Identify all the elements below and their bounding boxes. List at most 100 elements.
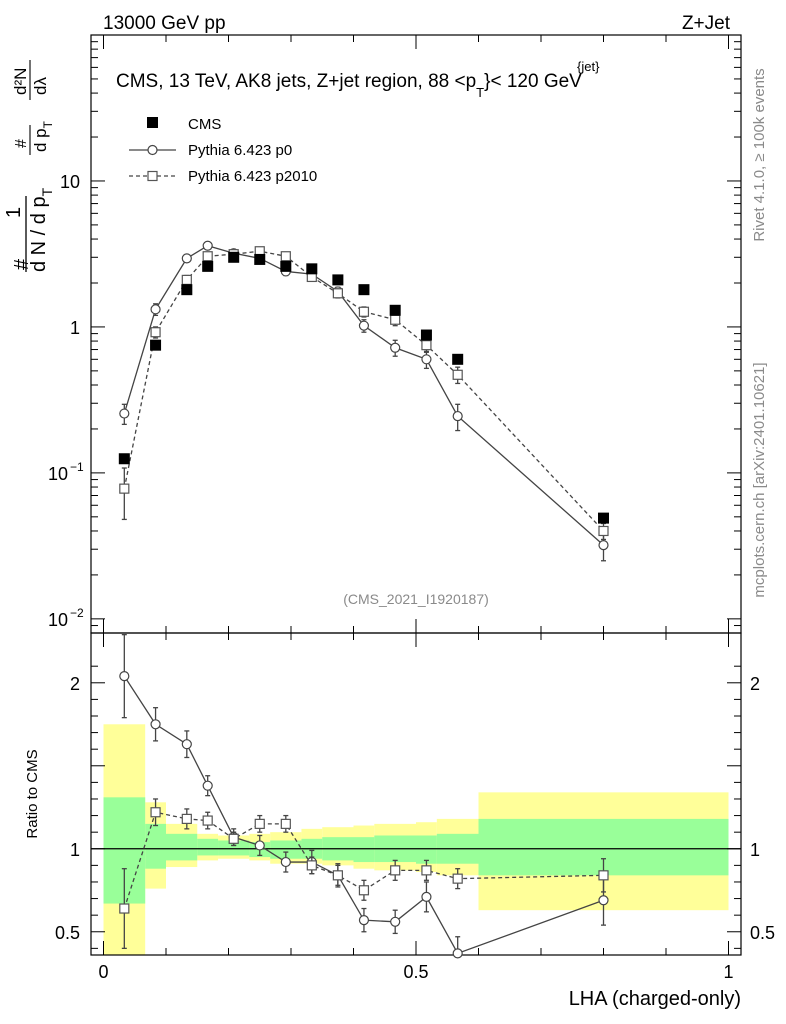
plot-title-prefix: CMS, 13 TeV, AK8 jets, Z+jet region, 88 … (116, 71, 476, 92)
ylabel-hash2: # (13, 139, 30, 148)
p2010-ratio-point (228, 833, 239, 844)
ylabel-num2-sub: T (41, 120, 55, 128)
analysis-id-label: (CMS_2021_I1920187) (343, 591, 489, 607)
cms-data-point (332, 274, 344, 286)
ratio-y-tick-label: 0.5 (55, 923, 80, 943)
legend-cms-marker (147, 117, 158, 128)
cms-data-point (389, 304, 401, 316)
inner-band-bin (166, 833, 198, 861)
p0-main-point (358, 320, 370, 331)
ratio-y-tick-label-right: 1 (750, 840, 760, 860)
y-tick-label: 10 (60, 172, 80, 192)
cms-data-point (358, 284, 370, 296)
inner-band-bin (197, 838, 219, 856)
ratio-y-tick-label-right: 0.5 (750, 923, 775, 943)
p0-ratio-point (598, 895, 609, 906)
legend-p2010-label: Pythia 6.423 p2010 (188, 168, 317, 185)
p2010-ratio-point (332, 870, 343, 881)
p0-main-point (452, 410, 463, 422)
cms-data-point (228, 251, 240, 263)
inner-band-bin (353, 837, 375, 863)
legend-p0-label: Pythia 6.423 p0 (188, 142, 292, 159)
p2010-ratio-point (306, 860, 317, 871)
p2010-ratio-point (254, 818, 265, 829)
p0-ratio-point (150, 719, 161, 730)
p2010-main-point (332, 288, 343, 299)
cms-data-point (150, 339, 162, 351)
ratio-y-tick-label: 2 (70, 674, 80, 694)
cms-data-point (280, 260, 292, 272)
p2010-ratio-point (358, 885, 370, 896)
p2010-main-point (150, 327, 161, 338)
legend-p0-marker (147, 144, 158, 156)
data-markers (118, 240, 609, 959)
cms-data-point (420, 329, 432, 341)
p0-main-point (150, 304, 161, 315)
ylabel-denom-text: d N / d p (28, 196, 50, 272)
cms-data-point (118, 453, 130, 465)
p2010-main-point (119, 483, 130, 494)
p2010-ratio-point (390, 865, 401, 876)
plot-title-suffix: }< 120 GeV (484, 71, 582, 92)
p0-main-point (202, 240, 213, 251)
y-tick-label-exponent: −2 (70, 606, 84, 620)
legend-cms-label: CMS (188, 116, 221, 133)
x-tick-label: 0 (98, 962, 108, 982)
ylabel-hash1: # (11, 258, 33, 270)
legend-p2010-marker (147, 170, 158, 182)
p2010-main-point (421, 340, 432, 351)
p2010-main-point (202, 251, 213, 262)
p0-ratio-point (390, 916, 401, 927)
x-tick-label: 1 (723, 962, 733, 982)
y-tick-label: 10 (48, 464, 68, 484)
ratio-y-tick-label: 1 (70, 840, 80, 860)
uncertainty-bands (103, 724, 729, 955)
p0-main-point (421, 354, 432, 365)
y-tick-label: 1 (70, 318, 80, 338)
y-tick-label-exponent: −1 (70, 460, 84, 474)
ratio-y-axis-label: Ratio to CMS (24, 749, 41, 838)
p0-main-point (119, 408, 130, 419)
p0-ratio-point (421, 891, 432, 903)
p2010-ratio-point (598, 870, 609, 881)
ylabel-num2-text: d p (31, 128, 50, 152)
inner-band-bin (416, 835, 437, 864)
main-y-axis-label: # 1 d N / d pT # d pT d²N dλ (3, 60, 55, 272)
energy-label: 13000 GeV pp (103, 13, 226, 34)
p2010-main-point (452, 369, 463, 380)
plot-title: CMS, 13 TeV, AK8 jets, Z+jet region, 88 … (116, 71, 582, 100)
p2010-ratio-point (119, 903, 130, 914)
ylabel-one: 1 (3, 207, 25, 218)
process-label: Z+Jet (682, 13, 731, 34)
p2010-ratio-point (280, 818, 291, 829)
ylabel-denom-sub: T (39, 187, 55, 196)
p0-ratio-point (202, 780, 213, 791)
p2010-ratio-point (452, 873, 463, 884)
ratio-y-tick-label-right: 2 (750, 674, 760, 694)
p2010-ratio-point (202, 815, 213, 826)
p0-ratio-line (123, 675, 604, 955)
cms-data-point (598, 512, 609, 524)
p2010-main-point (390, 314, 401, 325)
p0-ratio-point (280, 856, 291, 868)
p0-ratio-point (358, 915, 370, 926)
p0-ratio-point (181, 739, 192, 750)
cms-data-point (306, 263, 318, 275)
rivet-version-label: Rivet 4.1.0, ≥ 100k events (751, 68, 768, 241)
p0-main-point (598, 540, 609, 551)
p2010-ratio-point (150, 807, 161, 818)
ylabel-d2N: d²N (11, 68, 30, 95)
cms-data-point (452, 353, 464, 365)
x-axis-label: LHA (charged-only) (569, 988, 741, 1010)
p0-ratio-point (452, 948, 463, 959)
plot-title-sup: {jet} (577, 59, 600, 74)
legend: CMS Pythia 6.423 p0 Pythia 6.423 p2010 (129, 116, 317, 185)
y-tick-label: 10 (48, 610, 68, 630)
p2010-main-point (280, 251, 291, 262)
mcplots-source-label: mcplots.cern.ch [arXiv:2401.10621] (751, 362, 768, 597)
ylabel-denom: d N / d pT (28, 187, 55, 272)
ylabel-dlambda: dλ (31, 77, 50, 95)
ylabel-num2: d pT (31, 120, 55, 152)
